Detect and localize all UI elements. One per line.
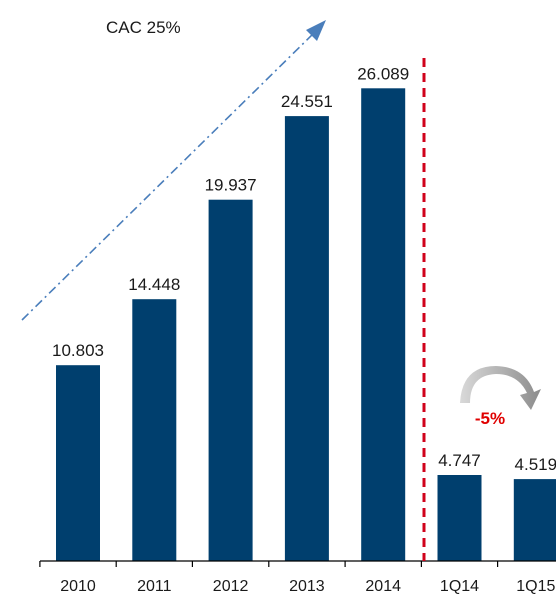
bar-1q14: [437, 475, 482, 561]
value-label-2014: 26.089: [357, 64, 409, 83]
value-label-1q15: 4.519: [515, 455, 556, 474]
cagr-annotation: CAC 25%: [106, 18, 181, 37]
bar-2013: [284, 116, 329, 561]
cagr-arrowhead: [306, 20, 326, 41]
tick-label-2010: 2010: [60, 578, 96, 595]
bar-2014: [361, 88, 406, 562]
change-arc-icon: [460, 366, 541, 410]
tick-label-1q14: 1Q14: [440, 578, 479, 595]
value-label-2012: 19.937: [205, 176, 257, 195]
tick-label-2014: 2014: [365, 578, 401, 595]
tick-label-1q15: 1Q15: [516, 578, 555, 595]
value-label-2011: 14.448: [128, 275, 180, 294]
bar-2012: [208, 199, 253, 561]
bars-group: [56, 88, 556, 562]
change-annotation: -5%: [475, 409, 505, 428]
value-label-2013: 24.551: [281, 92, 333, 111]
tick-label-2012: 2012: [213, 578, 249, 595]
cagr-trend-arrow: [21, 30, 317, 321]
value-label-2010: 10.803: [52, 341, 104, 360]
tick-label-2013: 2013: [289, 578, 325, 595]
value-label-1q14: 4.747: [438, 451, 481, 470]
bar-2010: [56, 365, 100, 561]
x-axis-tick-labels: 2010 2011 2012 2013 2014 1Q14 1Q15: [60, 578, 555, 595]
tick-label-2011: 2011: [137, 578, 172, 595]
bar-2011: [132, 299, 177, 561]
x-axis-ticks: [39, 561, 499, 567]
bar-1q15: [513, 479, 556, 561]
value-labels-group: 10.803 14.448 19.937 24.551 26.089 4.747 4.519: [52, 64, 556, 474]
